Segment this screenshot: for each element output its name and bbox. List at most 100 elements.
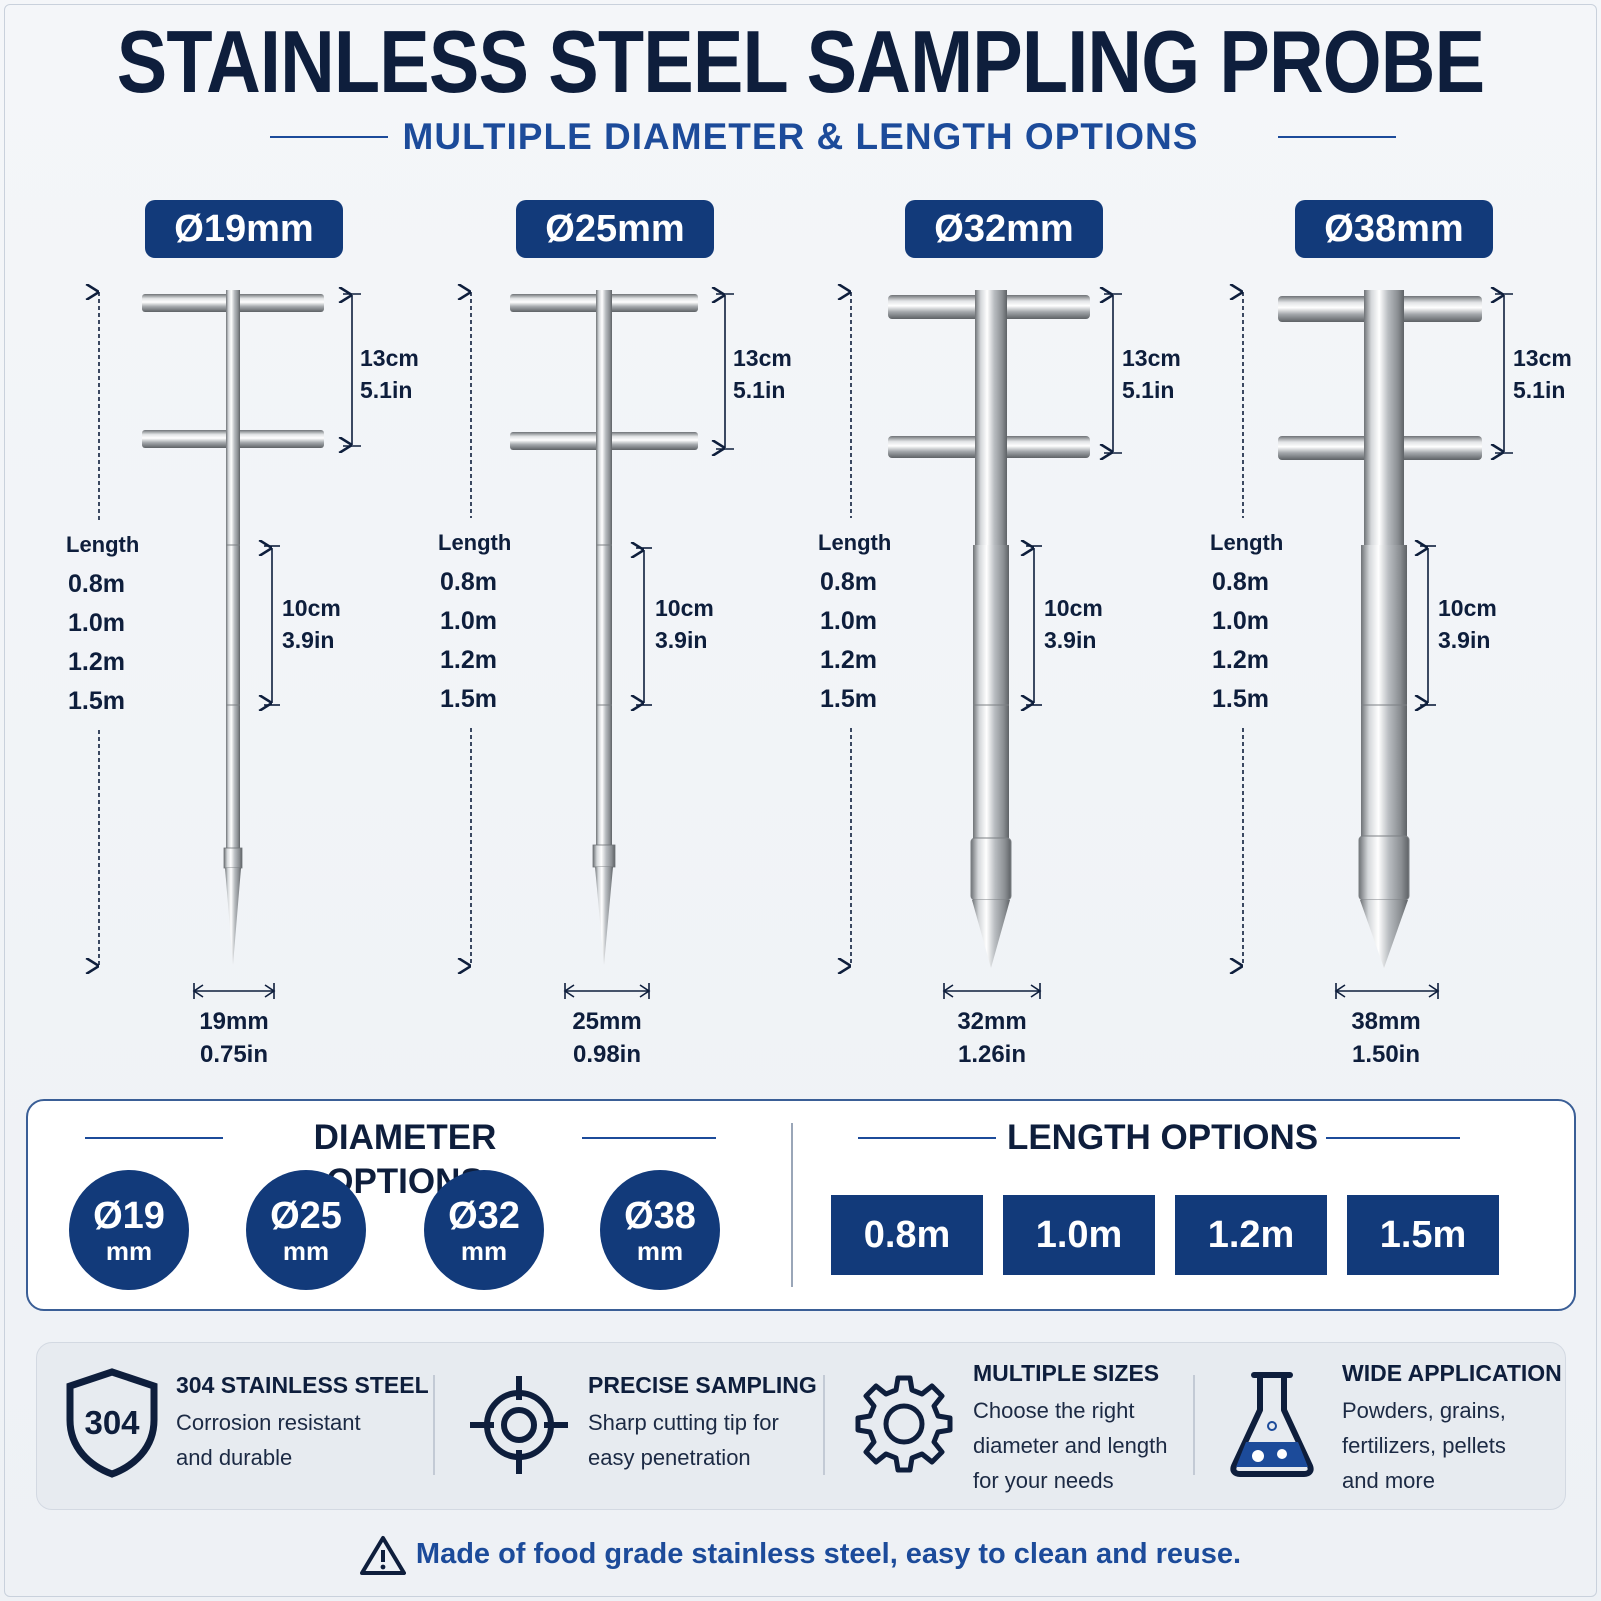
length-value: 1.5m [440, 685, 497, 713]
window-length-cm: 10cm [282, 595, 341, 621]
handle-spacing-in: 5.1in [1122, 377, 1175, 403]
diameter-mm: 25mm [572, 1008, 642, 1035]
features-panel [36, 1342, 1566, 1510]
feature-divider [1193, 1375, 1195, 1475]
length-value: 1.5m [820, 685, 877, 713]
heading-line [858, 1137, 996, 1139]
length-value: 1.5m [68, 687, 125, 715]
feature-desc-line: fertilizers, pellets [1342, 1433, 1506, 1458]
length-value: 0.8m [68, 570, 125, 598]
handle-spacing-cm: 13cm [1122, 345, 1181, 371]
size-pill-38: Ø38mm [1295, 200, 1493, 258]
feature-desc-line: Powders, grains, [1342, 1398, 1506, 1423]
page-frame [4, 4, 1597, 1597]
feature-title: MULTIPLE SIZES [973, 1360, 1160, 1386]
handle-spacing-cm: 13cm [1513, 345, 1572, 371]
diameter-mm: 19mm [199, 1008, 269, 1035]
window-length-in: 3.9in [655, 627, 708, 653]
length-value: 1.2m [68, 648, 125, 676]
length-value: 1.0m [1212, 607, 1269, 635]
diameter-option-32[interactable]: Ø32 mm [424, 1170, 544, 1290]
diameter-mm: 32mm [957, 1008, 1027, 1035]
handle-spacing-in: 5.1in [1513, 377, 1566, 403]
window-length-cm: 10cm [1438, 595, 1497, 621]
probe-19mm [142, 290, 324, 965]
diameter-in: 1.50in [1351, 1041, 1421, 1068]
feature-divider [823, 1375, 825, 1475]
feature-desc-line: Choose the right [973, 1398, 1135, 1423]
length-option-0-8m[interactable]: 0.8m [831, 1195, 983, 1275]
length-label: Length [438, 530, 512, 555]
length-value: 1.0m [440, 607, 497, 635]
window-length-in: 3.9in [282, 627, 335, 653]
window-length-cm: 10cm [655, 595, 714, 621]
length-value: 1.0m [820, 607, 877, 635]
window-length-cm: 10cm [1044, 595, 1103, 621]
options-divider [791, 1123, 793, 1287]
feature-desc-line: and durable [176, 1445, 293, 1470]
feature-title: PRECISE SAMPLING [588, 1372, 817, 1398]
handle-spacing-in: 5.1in [360, 377, 413, 403]
length-label: Length [66, 532, 140, 557]
footer-text: Made of food grade stainless steel, easy… [415, 1538, 1242, 1570]
gear-icon [855, 1375, 953, 1473]
probe-38mm [1278, 290, 1482, 968]
length-options-heading: LENGTH OPTIONS [1006, 1118, 1319, 1157]
warning-icon [359, 1536, 406, 1576]
diameter-in: 1.26in [957, 1041, 1027, 1068]
flask-icon [1230, 1372, 1314, 1477]
length-value: 1.2m [820, 646, 877, 674]
handle-spacing-in: 5.1in [733, 377, 786, 403]
length-value: 0.8m [820, 568, 877, 596]
length-value: 1.0m [68, 609, 125, 637]
feature-desc-line: for your needs [973, 1468, 1114, 1493]
diameter-option-value: Ø32 [448, 1195, 520, 1237]
handle-spacing-cm: 13cm [360, 345, 419, 371]
window-length-in: 3.9in [1044, 627, 1097, 653]
subtitle-line-left [270, 136, 388, 138]
dimension-lines [99, 292, 1513, 999]
size-pill-32: Ø32mm [905, 200, 1103, 258]
diameter-option-unit: mm [636, 1236, 684, 1266]
subtitle-row: MULTIPLE DIAMETER & LENGTH OPTIONS [0, 112, 1601, 162]
probe-25mm [510, 290, 698, 965]
length-value: 1.2m [440, 646, 497, 674]
length-value: 0.8m [1212, 568, 1269, 596]
heading-line [1326, 1137, 1460, 1139]
feature-divider [433, 1375, 435, 1475]
heading-line [85, 1137, 223, 1139]
diameter-option-25[interactable]: Ø25 mm [246, 1170, 366, 1290]
size-pill-19: Ø19mm [145, 200, 343, 258]
length-value: 1.2m [1212, 646, 1269, 674]
diameter-option-unit: mm [105, 1236, 153, 1266]
length-value: 0.8m [440, 568, 497, 596]
handle-spacing-cm: 13cm [733, 345, 792, 371]
probe-32mm [888, 290, 1090, 968]
diameter-option-unit: mm [460, 1236, 508, 1266]
diameter-option-38[interactable]: Ø38 mm [600, 1170, 720, 1290]
diameter-option-value: Ø25 [270, 1195, 342, 1237]
length-option-1-0m[interactable]: 1.0m [1003, 1195, 1155, 1275]
diameter-mm: 38mm [1351, 1008, 1421, 1035]
probe-drawings [0, 0, 1513, 999]
size-pill-25: Ø25mm [516, 200, 714, 258]
feature-desc-line: Sharp cutting tip for [588, 1410, 779, 1435]
diameter-option-19[interactable]: Ø19 mm [69, 1170, 189, 1290]
length-label: Length [818, 530, 892, 555]
page-subtitle: MULTIPLE DIAMETER & LENGTH OPTIONS [402, 116, 1199, 157]
feature-title: WIDE APPLICATION [1342, 1360, 1562, 1386]
feature-desc-line: easy penetration [588, 1445, 751, 1470]
length-option-1-2m[interactable]: 1.2m [1175, 1195, 1327, 1275]
shield-304-icon [66, 1368, 158, 1478]
page-title: STAINLESS STEEL SAMPLING PROBE [116, 12, 1485, 111]
diameter-option-unit: mm [282, 1236, 330, 1266]
footer-note: Made of food grade stainless steel, easy… [0, 1532, 1601, 1576]
shield-badge-text: 304 [84, 1404, 140, 1441]
feature-title: 304 STAINLESS STEEL [176, 1372, 429, 1398]
length-option-1-5m[interactable]: 1.5m [1347, 1195, 1499, 1275]
diameter-option-value: Ø38 [624, 1195, 696, 1237]
crosshair-icon [470, 1376, 568, 1474]
length-label: Length [1210, 530, 1284, 555]
diameter-in: 0.98in [572, 1041, 642, 1068]
